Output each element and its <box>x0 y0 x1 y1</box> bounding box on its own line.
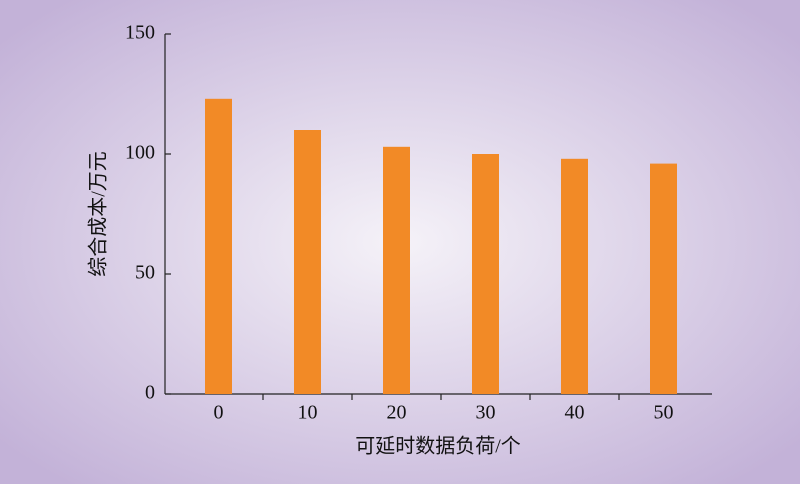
y-tick-label: 100 <box>125 142 155 164</box>
x-tick-label: 30 <box>476 402 496 424</box>
y-axis-label: 综合成本/万元 <box>87 151 110 277</box>
bar <box>294 130 321 394</box>
x-tick-label: 20 <box>387 402 407 424</box>
x-axis-label: 可延时数据负荷/个 <box>355 435 521 458</box>
x-tick-label: 40 <box>565 402 585 424</box>
x-tick-label: 50 <box>654 402 674 424</box>
bar <box>472 154 499 394</box>
bar <box>205 98 232 395</box>
bar <box>650 163 677 394</box>
y-tick-label: 50 <box>135 262 155 284</box>
y-tick-label: 150 <box>125 22 155 44</box>
x-tick-label: 0 <box>214 402 224 424</box>
bar <box>561 158 588 394</box>
y-tick-label: 0 <box>145 382 155 404</box>
x-tick-label: 10 <box>298 402 318 424</box>
bar <box>383 146 410 394</box>
